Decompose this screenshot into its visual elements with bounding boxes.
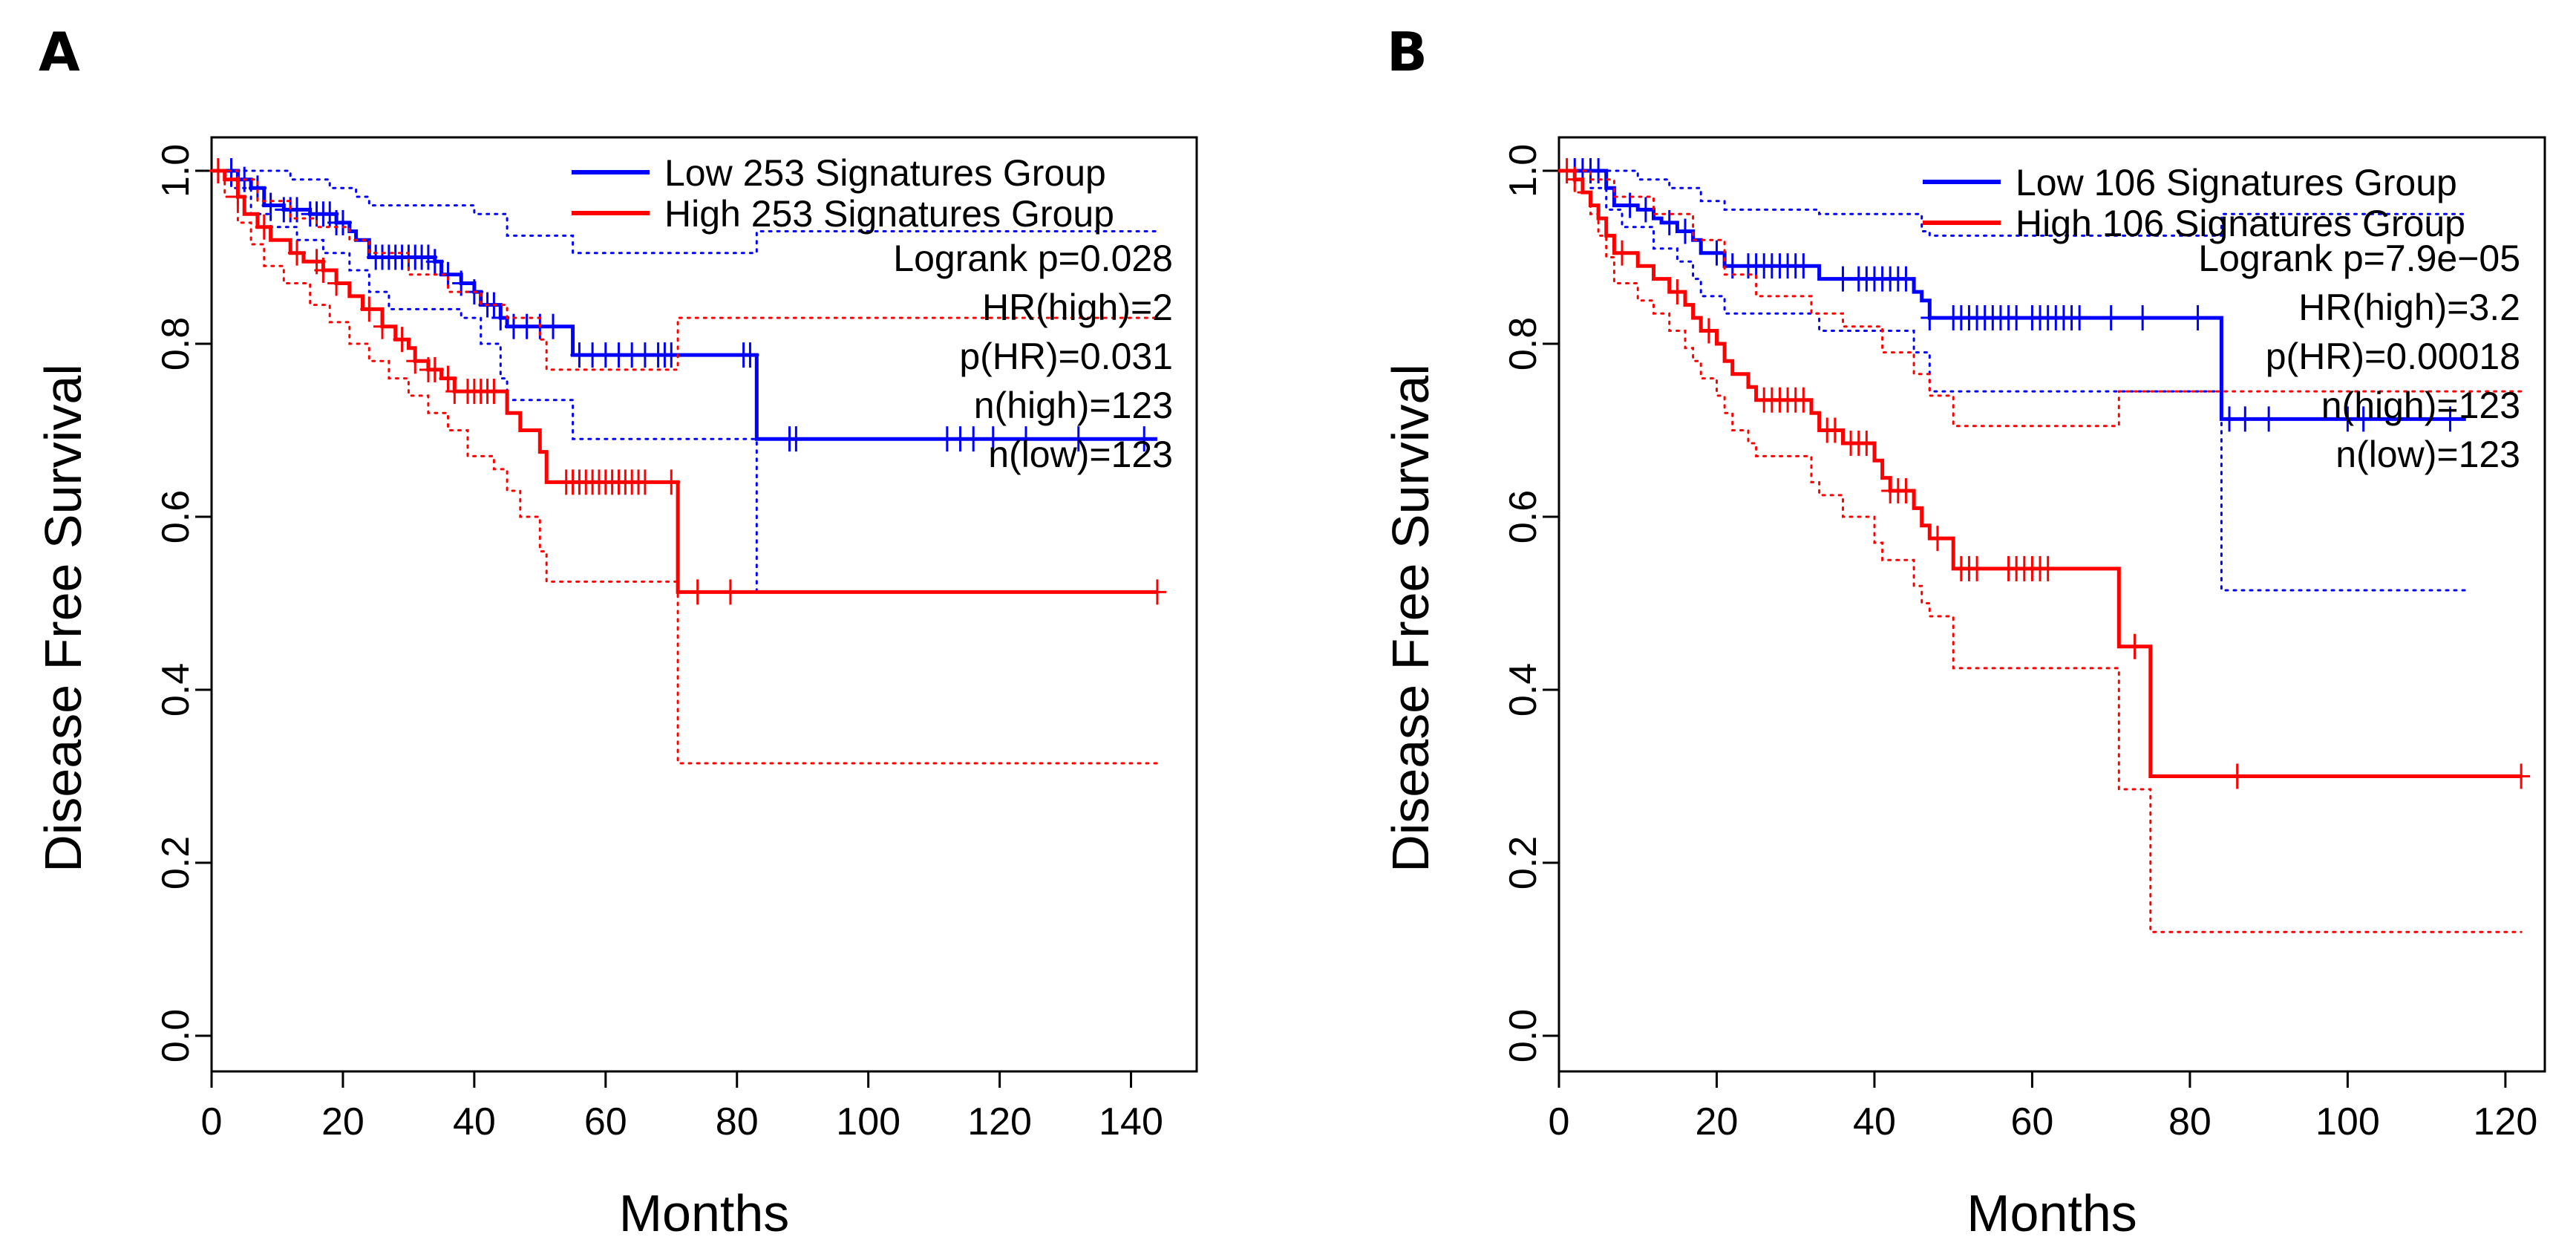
legend-high-label: High 106 Signatures Group [2016,203,2465,244]
panel-a: A 0 20 40 60 80 100 120 140 Months 0.0 0.2 0.4 0.6 0.8… [34,21,1198,1242]
stat-line: n(high)=123 [2321,385,2520,426]
legend-low-label: Low 253 Signatures Group [664,152,1106,194]
survival-curve-high [1559,169,2522,778]
x-tick-label: 20 [1696,1100,1739,1143]
stat-line: n(low)=123 [988,434,1173,475]
stat-line: HR(high)=3.2 [2298,287,2520,328]
stat-line: n(low)=123 [2335,434,2520,475]
x-tick-label: 40 [453,1100,496,1143]
legend-high-label: High 253 Signatures Group [664,193,1114,235]
y-tick-label: 0.8 [1502,317,1545,371]
x-axis-title: Months [619,1184,790,1242]
x-tick-label: 100 [2315,1100,2380,1143]
x-tick-label: 40 [1853,1100,1896,1143]
x-tick-label: 0 [1549,1100,1570,1143]
x-tick-label: 100 [836,1100,900,1143]
y-axis-title: Disease Free Survival [34,364,92,872]
stat-line: p(HR)=0.031 [959,336,1173,377]
panel-letter: A [39,21,80,83]
x-tick-label: 120 [2473,1100,2537,1143]
y-tick-label: 0.2 [1502,836,1545,889]
legend-low-label: Low 106 Signatures Group [2016,162,2457,203]
y-tick-label: 0.6 [154,490,197,544]
y-tick-label: 0.0 [1502,1009,1545,1062]
y-tick-label: 0.8 [154,317,197,371]
ci-upper-high [1557,169,2523,428]
stat-line: n(high)=123 [974,385,1173,426]
panel-b: B 0 20 40 60 80 100 120 Months 0.0 0.2 0.4 0.6 0.8 1.0… [1382,21,2546,1242]
ci-lower-low [1557,169,2468,592]
stat-line: HR(high)=2 [982,287,1173,328]
y-tick-label: 0.6 [1502,490,1545,544]
panel-letter: B [1387,21,1428,83]
y-tick-label: 1.0 [154,144,197,198]
x-tick-label: 120 [967,1100,1032,1143]
y-tick-label: 0.4 [1502,663,1545,716]
stat-line: Logrank p=7.9e−05 [2198,238,2520,279]
stat-line: Logrank p=0.028 [893,238,1173,279]
ci-upper-high [210,169,1159,371]
x-tick-label: 60 [584,1100,627,1143]
stat-line: p(HR)=0.00018 [2266,336,2520,377]
x-tick-label: 80 [2168,1100,2211,1143]
y-tick-label: 0.4 [154,663,197,716]
ci-lower-high [1557,169,2523,933]
ci-lower-low [210,169,758,596]
x-tick-label: 20 [321,1100,365,1143]
x-axis-title: Months [1967,1184,2137,1242]
ci-lower-high [210,169,1159,765]
y-tick-label: 0.2 [154,836,197,889]
x-tick-label: 0 [201,1100,223,1143]
ci-upper-low [1557,169,2468,237]
x-tick-label: 140 [1099,1100,1163,1143]
y-tick-label: 1.0 [1502,144,1545,198]
ci-upper-low [210,169,1159,255]
x-tick-label: 60 [2011,1100,2054,1143]
y-axis-title: Disease Free Survival [1382,364,1439,872]
x-tick-label: 80 [716,1100,759,1143]
y-tick-label: 0.0 [154,1009,197,1062]
